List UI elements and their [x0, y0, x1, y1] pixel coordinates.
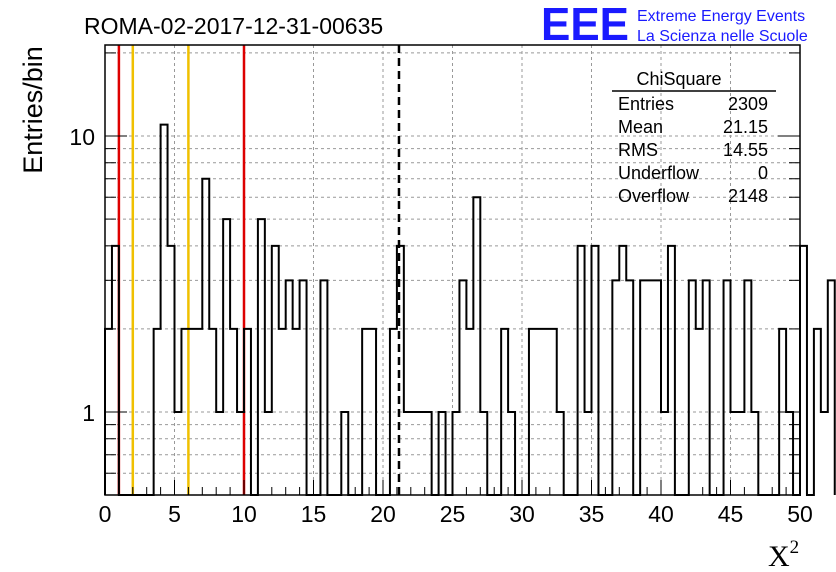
x-tick-label: 40: [648, 501, 674, 527]
x-tick-label: 0: [99, 501, 112, 527]
histogram-step-line: [104, 123, 836, 496]
chart-title: ROMA-02-2017-12-31-00635: [84, 13, 383, 39]
x-tick-label: 35: [579, 501, 605, 527]
plot-frame: [104, 44, 801, 496]
grid-lines: [105, 45, 800, 495]
x-tick-label: 15: [301, 501, 327, 527]
logo-mark: EEE: [541, 0, 629, 50]
eee-logo: EEE Extreme Energy Events La Scienza nel…: [541, 0, 808, 50]
stats-value: 2309: [728, 94, 768, 114]
x-tick-labels: 0 5 10 15 20 25 30 35 40 45 50: [99, 501, 813, 527]
x-tick-label: 20: [370, 501, 396, 527]
x-tick-label: 50: [787, 501, 813, 527]
stats-value: 21.15: [723, 117, 768, 137]
x-axis-label: X2: [768, 537, 799, 572]
stats-label: RMS: [618, 140, 658, 160]
stats-title: ChiSquare: [636, 69, 721, 89]
x-tick-label: 10: [231, 501, 257, 527]
stats-value: 14.55: [723, 140, 768, 160]
x-tick-label: 5: [168, 501, 181, 527]
stats-label: Overflow: [618, 186, 690, 206]
stats-label: Underflow: [618, 163, 700, 183]
stats-label: Entries: [618, 94, 674, 114]
x-tick-label: 30: [509, 501, 535, 527]
stats-box: ChiSquare Entries 2309 Mean 21.15 RMS 14.55 Un…: [612, 69, 776, 206]
logo-line-1: Extreme Energy Events: [637, 8, 805, 25]
y-axis-label: Entries/bin: [18, 46, 48, 174]
stats-label: Mean: [618, 117, 663, 137]
stats-value: 0: [758, 163, 768, 183]
x-axis-label-superscript: 2: [790, 537, 800, 558]
y-tick-labels: 1 10: [69, 124, 95, 426]
y-tick-label: 10: [69, 124, 95, 150]
axis-ticks: [104, 52, 801, 495]
stats-rows: Entries 2309 Mean 21.15 RMS 14.55 Underflow 0 Ov…: [618, 94, 768, 206]
x-tick-label: 25: [440, 501, 466, 527]
x-tick-label: 45: [718, 501, 744, 527]
x-axis-label-base: X: [768, 540, 790, 572]
logo-line-2: La Scienza nelle Scuole: [637, 28, 808, 45]
stats-value: 2148: [728, 186, 768, 206]
y-tick-label: 1: [82, 400, 95, 426]
